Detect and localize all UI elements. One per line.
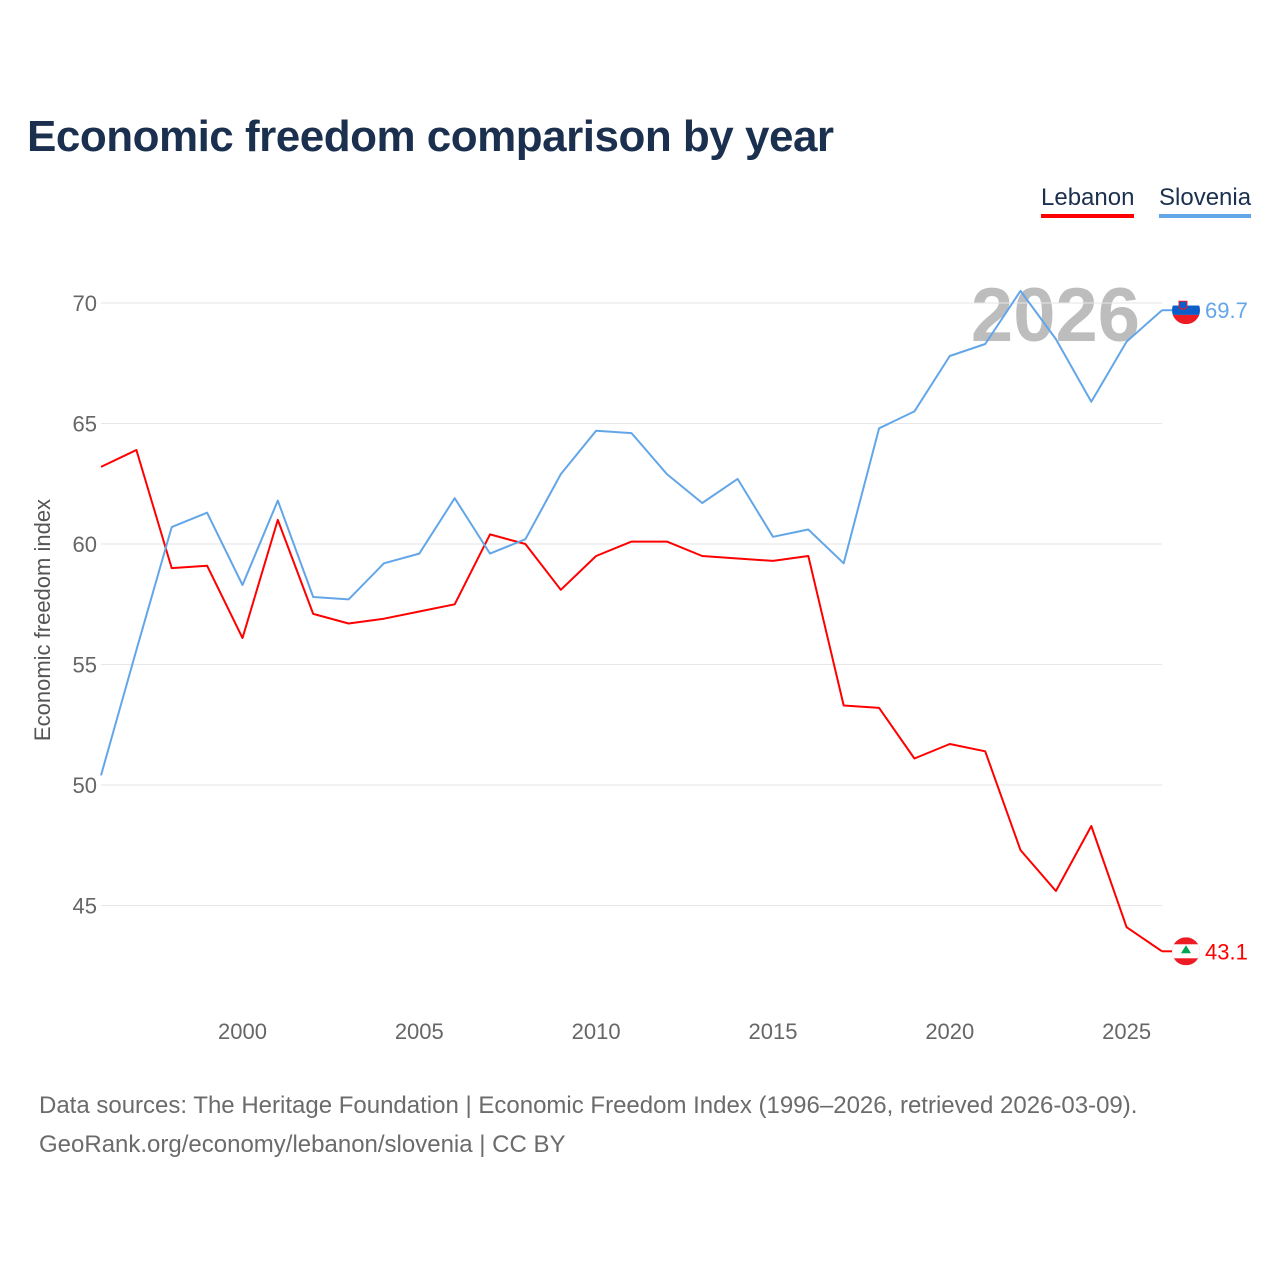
data-point-slovenia bbox=[735, 476, 741, 482]
data-point-lebanon bbox=[346, 621, 352, 627]
data-point-slovenia bbox=[381, 560, 387, 566]
series-line-lebanon bbox=[100, 449, 1163, 953]
data-point-slovenia bbox=[664, 471, 670, 477]
x-tick-label: 2000 bbox=[218, 1019, 267, 1044]
data-point-lebanon bbox=[805, 553, 811, 559]
data-point-slovenia bbox=[204, 510, 210, 516]
data-point-lebanon bbox=[204, 563, 210, 569]
x-tick-label: 2010 bbox=[572, 1019, 621, 1044]
x-tick-label: 2025 bbox=[1102, 1019, 1151, 1044]
data-point-lebanon bbox=[1088, 823, 1094, 829]
data-point-slovenia bbox=[1124, 339, 1130, 345]
data-point-slovenia bbox=[841, 560, 847, 566]
data-point-slovenia bbox=[1088, 399, 1094, 405]
data-point-lebanon bbox=[381, 616, 387, 622]
y-tick-label: 65 bbox=[73, 412, 97, 437]
y-tick-label: 45 bbox=[73, 894, 97, 919]
data-point-lebanon bbox=[239, 635, 245, 641]
data-point-slovenia bbox=[805, 527, 811, 533]
x-tick-label: 2015 bbox=[748, 1019, 797, 1044]
data-point-lebanon bbox=[982, 748, 988, 754]
data-point-slovenia bbox=[876, 425, 882, 431]
coat-of-arms bbox=[1178, 300, 1188, 310]
data-point-slovenia bbox=[699, 500, 705, 506]
data-point-slovenia bbox=[275, 498, 281, 504]
cedar-tree bbox=[1181, 945, 1191, 954]
data-point-slovenia bbox=[770, 534, 776, 540]
data-point-lebanon bbox=[947, 741, 953, 747]
data-point-slovenia bbox=[522, 536, 528, 542]
data-point-lebanon bbox=[558, 587, 564, 593]
data-point-slovenia bbox=[346, 596, 352, 602]
data-point-lebanon bbox=[1124, 924, 1130, 930]
data-point-lebanon bbox=[699, 553, 705, 559]
x-tick-label: 2005 bbox=[395, 1019, 444, 1044]
data-point-lebanon bbox=[629, 539, 635, 545]
data-point-slovenia bbox=[947, 353, 953, 359]
data-point-slovenia bbox=[133, 647, 139, 653]
data-point-slovenia bbox=[416, 551, 422, 557]
series-line-slovenia bbox=[100, 289, 1163, 776]
y-tick-label: 70 bbox=[73, 291, 97, 316]
data-point-lebanon bbox=[133, 447, 139, 453]
slovenia-flag-icon bbox=[1172, 296, 1200, 325]
data-point-slovenia bbox=[558, 471, 564, 477]
data-point-lebanon bbox=[1018, 847, 1024, 853]
chart-title: Economic freedom comparison by year bbox=[27, 112, 834, 161]
data-point-lebanon bbox=[876, 705, 882, 711]
data-point-slovenia bbox=[98, 772, 104, 778]
y-tick-label: 60 bbox=[73, 532, 97, 557]
flag-stripe bbox=[1172, 305, 1200, 315]
data-point-lebanon bbox=[911, 755, 917, 761]
data-point-lebanon bbox=[98, 464, 104, 470]
footer-sources: Data sources: The Heritage Foundation | … bbox=[39, 1092, 1138, 1119]
data-point-lebanon bbox=[452, 601, 458, 607]
data-point-lebanon bbox=[735, 555, 741, 561]
legend-slovenia[interactable]: Slovenia bbox=[1159, 184, 1252, 218]
end-value-label-lebanon: 43.1 bbox=[1205, 939, 1248, 964]
data-point-slovenia bbox=[982, 341, 988, 347]
data-point-lebanon bbox=[1053, 888, 1059, 894]
legend-lebanon[interactable]: Lebanon bbox=[1041, 184, 1135, 218]
data-point-lebanon bbox=[770, 558, 776, 564]
data-point-lebanon bbox=[841, 702, 847, 708]
data-point-slovenia bbox=[629, 430, 635, 436]
end-value-label-slovenia: 69.7 bbox=[1205, 298, 1248, 323]
y-tick-label: 55 bbox=[73, 653, 97, 678]
footer: Data sources: The Heritage Foundation | … bbox=[39, 1086, 1137, 1164]
flag-stripe bbox=[1172, 314, 1200, 325]
data-point-slovenia bbox=[239, 582, 245, 588]
data-point-slovenia bbox=[1053, 336, 1059, 342]
data-point-slovenia bbox=[593, 428, 599, 434]
data-point-slovenia bbox=[911, 408, 917, 414]
data-point-slovenia bbox=[1018, 288, 1024, 294]
data-point-slovenia bbox=[310, 594, 316, 600]
lebanon-flag-icon bbox=[1172, 937, 1200, 966]
data-point-lebanon bbox=[593, 553, 599, 559]
data-point-lebanon bbox=[416, 608, 422, 614]
data-point-lebanon bbox=[664, 539, 670, 545]
data-point-slovenia bbox=[169, 524, 175, 530]
y-tick-label: 50 bbox=[73, 773, 97, 798]
year-overlay: 2026 bbox=[971, 273, 1140, 358]
data-point-lebanon bbox=[275, 517, 281, 523]
y-axis-label: Economic freedom index bbox=[30, 499, 55, 741]
x-tick-label: 2020 bbox=[925, 1019, 974, 1044]
data-point-lebanon bbox=[487, 531, 493, 537]
data-point-lebanon bbox=[310, 611, 316, 617]
footer-url: GeoRank.org/economy/lebanon/slovenia | C… bbox=[39, 1131, 566, 1158]
data-point-slovenia bbox=[487, 551, 493, 557]
data-point-lebanon bbox=[169, 565, 175, 571]
data-point-slovenia bbox=[452, 495, 458, 501]
